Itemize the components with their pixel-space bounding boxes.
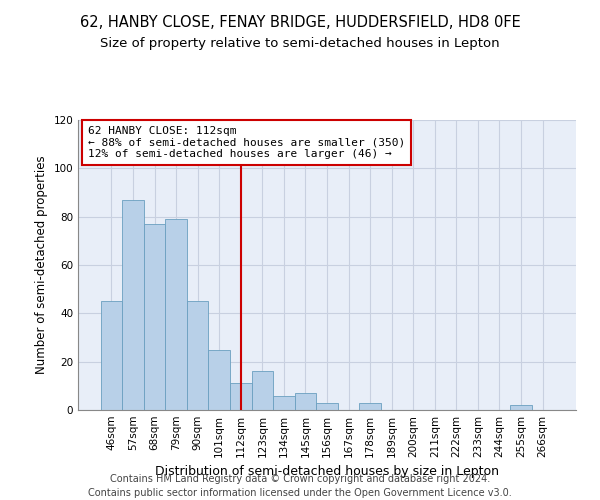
X-axis label: Distribution of semi-detached houses by size in Lepton: Distribution of semi-detached houses by … [155, 466, 499, 478]
Y-axis label: Number of semi-detached properties: Number of semi-detached properties [35, 156, 48, 374]
Bar [251, 372, 273, 410]
Text: Contains HM Land Registry data © Crown copyright and database right 2024.
Contai: Contains HM Land Registry data © Crown c… [88, 474, 512, 498]
Bar [273, 396, 295, 410]
Bar [208, 350, 230, 410]
Text: 62 HANBY CLOSE: 112sqm
← 88% of semi-detached houses are smaller (350)
12% of se: 62 HANBY CLOSE: 112sqm ← 88% of semi-det… [88, 126, 405, 159]
Bar [510, 405, 532, 410]
Text: Size of property relative to semi-detached houses in Lepton: Size of property relative to semi-detach… [100, 38, 500, 51]
Bar [144, 224, 166, 410]
Bar [316, 403, 338, 410]
Bar [295, 393, 316, 410]
Bar [122, 200, 144, 410]
Text: 62, HANBY CLOSE, FENAY BRIDGE, HUDDERSFIELD, HD8 0FE: 62, HANBY CLOSE, FENAY BRIDGE, HUDDERSFI… [80, 15, 520, 30]
Bar [187, 301, 208, 410]
Bar [230, 384, 251, 410]
Bar [359, 403, 381, 410]
Bar [101, 301, 122, 410]
Bar [166, 219, 187, 410]
